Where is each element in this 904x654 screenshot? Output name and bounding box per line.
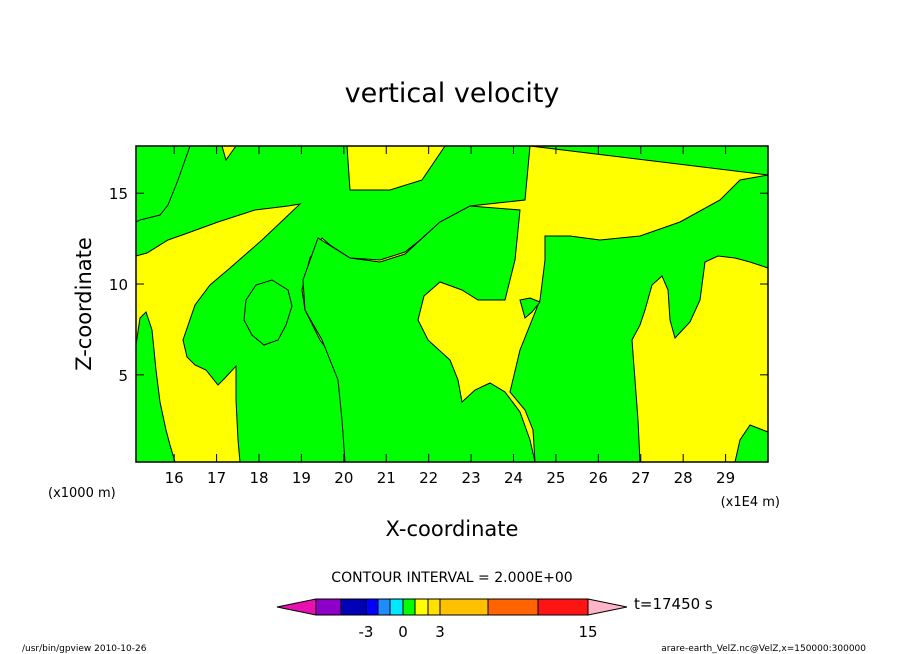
x-tick-label: 24 xyxy=(504,469,523,487)
x-tick-label: 22 xyxy=(419,469,438,487)
time-text: t=17450 s xyxy=(634,595,713,613)
x-tick-marks: 16 17 18 19 20 21 22 23 24 25 26 27 28 29 xyxy=(165,146,735,487)
y-axis-label: Z-coordinate xyxy=(72,237,96,371)
colorbar-segment xyxy=(414,598,429,616)
x-tick-label: 26 xyxy=(589,469,608,487)
colorbar-segment xyxy=(487,598,539,616)
contour-regions xyxy=(135,145,769,463)
colorbar-segment xyxy=(439,598,489,616)
x-tick-label: 23 xyxy=(462,469,481,487)
x-tick-label: 17 xyxy=(207,469,226,487)
x-tick-label: 29 xyxy=(716,469,735,487)
x-tick-label: 16 xyxy=(165,469,184,487)
x-unit-label: (x1E4 m) xyxy=(721,495,780,510)
plot-area: 16 17 18 19 20 21 22 23 24 25 26 27 28 29 5 10 15 xyxy=(109,145,769,487)
colorbar-segment xyxy=(537,598,589,616)
x-tick-label: 27 xyxy=(631,469,650,487)
colorbar-label: 3 xyxy=(435,623,445,641)
y-unit-label: (x1000 m) xyxy=(48,486,116,501)
contour-region-island xyxy=(243,279,293,346)
footer-right: arare-earth_VelZ.nc@VelZ,x=150000:300000 xyxy=(661,644,866,654)
colorbar-segment xyxy=(315,598,342,616)
contour-region-center xyxy=(302,205,536,463)
x-tick-label: 19 xyxy=(292,469,311,487)
colorbar-triangle-high xyxy=(587,598,628,616)
colorbar-segment xyxy=(365,598,379,616)
x-tick-label: 20 xyxy=(334,469,353,487)
contour-interval-text: CONTOUR INTERVAL = 2.000E+00 xyxy=(331,570,572,586)
colorbar-label: -3 xyxy=(359,623,374,641)
colorbar-segment xyxy=(340,598,367,616)
colorbar: -3 0 3 15 xyxy=(276,598,628,641)
colorbar-label: 0 xyxy=(398,623,408,641)
contour-region-right xyxy=(509,145,769,463)
footer-left: /usr/bin/gpview 2010-10-26 xyxy=(22,644,147,654)
x-tick-label: 21 xyxy=(377,469,396,487)
chart-title: vertical velocity xyxy=(345,78,560,109)
plot-frame xyxy=(135,145,769,463)
colorbar-label: 15 xyxy=(578,623,597,641)
y-tick-marks: 5 10 15 xyxy=(109,185,768,385)
x-tick-label: 25 xyxy=(546,469,565,487)
colorbar-triangle-low xyxy=(276,598,317,616)
colorbar-segment xyxy=(402,598,416,616)
colorbar-segment xyxy=(427,598,441,616)
y-tick-label: 5 xyxy=(118,367,128,385)
contour-region-notch xyxy=(519,297,541,319)
x-tick-label: 18 xyxy=(249,469,268,487)
y-tick-label: 10 xyxy=(109,276,128,294)
colorbar-segment xyxy=(389,598,404,616)
x-tick-label: 28 xyxy=(674,469,693,487)
x-axis-label: X-coordinate xyxy=(386,517,519,541)
colorbar-segment xyxy=(377,598,391,616)
y-tick-label: 15 xyxy=(109,185,128,203)
